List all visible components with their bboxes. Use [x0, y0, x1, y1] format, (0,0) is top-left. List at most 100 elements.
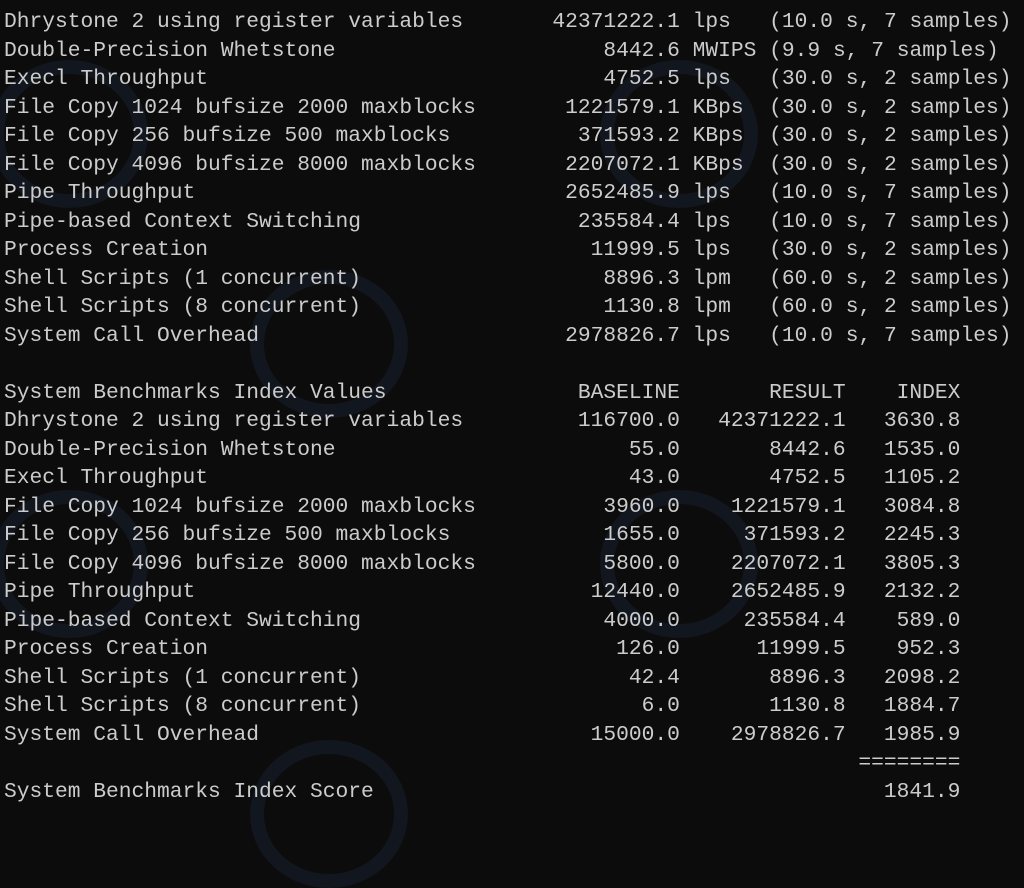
index-row: Shell Scripts (8 concurrent) 6.0 1130.8 … — [4, 692, 1012, 721]
undefined: ( — [756, 124, 782, 148]
test-name: System Call Overhead — [4, 722, 515, 747]
index-value: 3805.3 — [845, 551, 961, 576]
test-unit: lpm — [692, 295, 757, 319]
test-name: Process Creation — [4, 238, 527, 262]
test-value: 1130.8 — [526, 295, 680, 319]
score-label: System Benchmarks Index Score — [4, 779, 515, 804]
test-samples: 2 — [883, 95, 897, 120]
index-row: System Call Overhead 15000.0 2978826.7 1… — [4, 721, 1012, 750]
test-name: Execl Throughput — [4, 67, 527, 91]
test-value: 371593.2 — [526, 124, 680, 148]
test-time: 10.0 — [781, 323, 833, 348]
test-time: 10.0 — [781, 209, 833, 234]
undefined: samples) — [896, 10, 1012, 34]
test-name: File Copy 256 bufsize 500 maxblocks — [4, 124, 527, 148]
test-samples: 2 — [883, 238, 897, 262]
result-line: System Call Overhead 2978826.7 lps (10.0… — [4, 322, 1012, 351]
test-unit: lps — [692, 238, 757, 262]
test-unit: lps — [692, 10, 757, 34]
undefined: s, — [832, 238, 884, 262]
result-line: Dhrystone 2 using register variables 423… — [4, 8, 1012, 37]
test-name: File Copy 1024 bufsize 2000 maxblocks — [4, 95, 527, 120]
test-name: Double-Precision Whetstone — [4, 38, 527, 63]
undefined — [4, 751, 858, 775]
test-value: 1221579.1 — [526, 95, 680, 120]
test-time: 30.0 — [781, 124, 833, 148]
test-name: Pipe-based Context Switching — [4, 209, 527, 234]
separator: ======== — [858, 751, 961, 775]
result-value: 8442.6 — [679, 437, 846, 462]
undefined: s, — [832, 295, 884, 319]
baseline-value: 5800.0 — [514, 551, 680, 576]
result-value: 2652485.9 — [679, 580, 846, 604]
test-name: Pipe-based Context Switching — [4, 608, 515, 633]
result-line: Execl Throughput 4752.5 lps (30.0 s, 2 s… — [4, 65, 1012, 94]
undefined: samples) — [896, 323, 1012, 348]
baseline-value: 126.0 — [514, 637, 680, 661]
undefined: ( — [756, 38, 782, 63]
index-value: 2132.2 — [845, 580, 961, 604]
undefined: s, — [832, 67, 884, 91]
baseline-value: 43.0 — [514, 466, 680, 490]
index-row: Execl Throughput 43.0 4752.5 1105.2 — [4, 464, 1012, 493]
test-samples: 7 — [883, 209, 897, 234]
undefined — [680, 153, 693, 177]
baseline-value: 42.4 — [514, 665, 680, 690]
undefined — [680, 324, 693, 348]
test-name: Shell Scripts (1 concurrent) — [4, 665, 515, 690]
undefined: samples) — [896, 124, 1012, 148]
index-row: File Copy 256 bufsize 500 maxblocks 1655… — [4, 521, 1012, 550]
separator-line: ======== — [4, 749, 1012, 778]
undefined — [680, 67, 693, 91]
index-row: Dhrystone 2 using register variables 116… — [4, 407, 1012, 436]
test-name: Pipe Throughput — [4, 580, 515, 604]
undefined: s, — [832, 95, 884, 120]
undefined: s, — [832, 152, 884, 177]
undefined: s, — [832, 10, 884, 34]
index-value: 3084.8 — [845, 494, 961, 519]
test-unit: KBps — [692, 124, 757, 148]
test-samples: 2 — [883, 152, 897, 177]
test-value: 2978826.7 — [526, 323, 680, 348]
test-samples: 2 — [883, 124, 897, 148]
test-value: 11999.5 — [526, 238, 680, 262]
test-unit: MWIPS — [692, 38, 757, 63]
test-name: File Copy 4096 bufsize 8000 maxblocks — [4, 152, 527, 177]
undefined: ( — [756, 181, 782, 205]
undefined: ( — [756, 209, 782, 234]
index-row: File Copy 4096 bufsize 8000 maxblocks 58… — [4, 550, 1012, 579]
test-time: 30.0 — [781, 152, 833, 177]
undefined — [680, 295, 693, 319]
undefined — [680, 124, 693, 148]
test-unit: lps — [692, 209, 757, 234]
index-value: 1535.0 — [845, 437, 961, 462]
result-line: Pipe-based Context Switching 235584.4 lp… — [4, 208, 1012, 237]
undefined: samples) — [896, 295, 1012, 319]
baseline-value: 4000.0 — [514, 608, 680, 633]
test-samples: 2 — [883, 295, 897, 319]
index-value: 1105.2 — [845, 466, 961, 490]
undefined: s, — [832, 181, 884, 205]
test-time: 10.0 — [781, 181, 833, 205]
test-name: Execl Throughput — [4, 466, 515, 490]
undefined: ( — [756, 10, 782, 34]
test-samples: 7 — [871, 38, 884, 63]
test-time: 30.0 — [781, 95, 833, 120]
column-baseline: BASELINE — [514, 380, 680, 405]
result-line: File Copy 256 bufsize 500 maxblocks 3715… — [4, 122, 1012, 151]
test-unit: lps — [692, 181, 757, 205]
index-row: Pipe-based Context Switching 4000.0 2355… — [4, 607, 1012, 636]
result-value: 42371222.1 — [679, 409, 846, 433]
baseline-value: 1655.0 — [514, 523, 680, 547]
test-name: Dhrystone 2 using register variables — [4, 409, 515, 433]
index-value: 952.3 — [845, 637, 961, 661]
test-name: Dhrystone 2 using register variables — [4, 10, 527, 34]
undefined: ( — [756, 266, 782, 291]
test-name: Shell Scripts (1 concurrent) — [4, 266, 527, 291]
baseline-value: 12440.0 — [514, 580, 680, 604]
test-name: Pipe Throughput — [4, 181, 527, 205]
test-value: 42371222.1 — [526, 10, 680, 34]
undefined: s, — [832, 124, 884, 148]
blank-line — [4, 350, 1012, 379]
test-name: Shell Scripts (8 concurrent) — [4, 295, 527, 319]
